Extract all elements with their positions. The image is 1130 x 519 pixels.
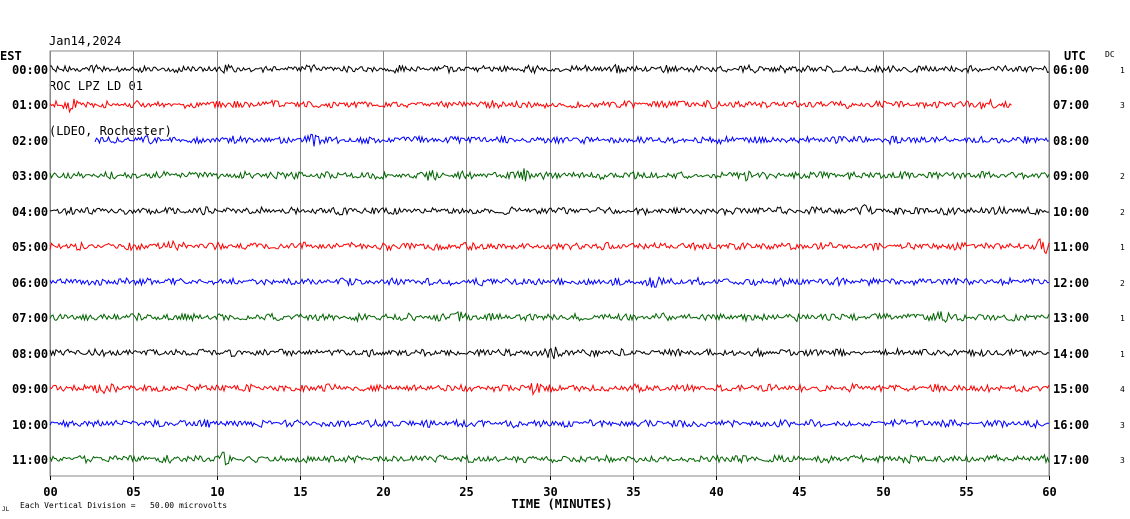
row-dc-offset: 3 <box>1120 456 1125 465</box>
corner-mark: JL <box>2 506 10 513</box>
row-time-est: 01:00 <box>12 98 48 112</box>
row-time-utc: 10:00 <box>1053 205 1089 219</box>
station-name: ROC LPZ LD 01 <box>49 79 143 93</box>
seismic-trace <box>49 310 1050 324</box>
row-dc-offset: 4 <box>1120 385 1125 394</box>
x-axis-title: TIME (MINUTES) <box>511 497 612 511</box>
row-time-est: 09:00 <box>12 382 48 396</box>
seismic-trace <box>50 63 1050 75</box>
row-dc-offset: 3 <box>1120 101 1125 110</box>
row-time-utc: 08:00 <box>1053 134 1089 148</box>
row-time-est: 11:00 <box>12 453 48 467</box>
row-time-est: 02:00 <box>12 134 48 148</box>
seismic-trace <box>49 275 1049 288</box>
right-timezone-label: UTC <box>1064 49 1086 63</box>
row-time-est: 06:00 <box>12 276 48 290</box>
row-dc-offset: 2 <box>1120 208 1125 217</box>
x-tick-label: 55 <box>959 485 973 499</box>
seismic-trace <box>49 204 1050 217</box>
row-time-est: 08:00 <box>12 347 48 361</box>
left-timezone-label: EST <box>0 49 22 63</box>
x-tick-label: 40 <box>709 485 723 499</box>
plot-date: Jan14,2024 <box>49 34 122 48</box>
x-tick-label: 30 <box>543 485 557 499</box>
row-dc-offset: 1 <box>1120 66 1125 75</box>
row-time-est: 03:00 <box>12 169 48 183</box>
seismic-trace <box>94 133 1050 147</box>
row-dc-offset: 2 <box>1120 279 1125 288</box>
row-time-est: 05:00 <box>12 240 48 254</box>
x-tick-label: 10 <box>210 485 224 499</box>
x-tick-label: 05 <box>126 485 140 499</box>
row-time-est: 10:00 <box>12 418 48 432</box>
row-time-utc: 06:00 <box>1053 63 1089 77</box>
x-tick-label: 35 <box>626 485 640 499</box>
row-time-utc: 12:00 <box>1053 276 1089 290</box>
row-time-utc: 15:00 <box>1053 382 1089 396</box>
seismic-trace <box>49 346 1050 360</box>
x-tick-label: 20 <box>376 485 390 499</box>
row-time-utc: 17:00 <box>1053 453 1089 467</box>
seismic-trace <box>49 237 1050 255</box>
plot-frame <box>49 50 1050 477</box>
row-time-utc: 13:00 <box>1053 311 1089 325</box>
row-time-est: 07:00 <box>12 311 48 325</box>
seismic-trace <box>49 451 1050 466</box>
x-tick-label: 25 <box>459 485 473 499</box>
grid <box>49 50 1050 480</box>
row-dc-offset: 2 <box>1120 172 1125 181</box>
row-time-est: 04:00 <box>12 205 48 219</box>
plot-header: Jan14,2024 ROC LPZ LD 01 (LDEO, Rocheste… <box>49 4 172 154</box>
seismic-traces <box>49 63 1050 466</box>
seismic-trace <box>49 382 1050 397</box>
row-dc-offset: 3 <box>1120 421 1125 430</box>
row-dc-offset: 1 <box>1120 350 1125 359</box>
seismic-trace <box>49 418 1050 430</box>
axis-labels: EST UTC DC TIME (MINUTES) JL Each Vertic… <box>0 49 1125 513</box>
x-tick-label: 45 <box>792 485 806 499</box>
row-dc-offset: 1 <box>1120 314 1125 323</box>
dc-column-label: DC <box>1105 50 1115 59</box>
seismic-trace <box>49 168 1050 182</box>
row-time-utc: 09:00 <box>1053 169 1089 183</box>
row-time-utc: 14:00 <box>1053 347 1089 361</box>
x-tick-label: 00 <box>43 485 57 499</box>
scale-note: Each Vertical Division = 50.00 microvolt… <box>20 501 227 510</box>
row-time-utc: 16:00 <box>1053 418 1089 432</box>
station-location: (LDEO, Rochester) <box>49 124 172 138</box>
row-time-utc: 11:00 <box>1053 240 1089 254</box>
row-dc-offset: 1 <box>1120 243 1125 252</box>
x-tick-label: 50 <box>876 485 890 499</box>
x-tick-label: 15 <box>293 485 307 499</box>
x-tick-label: 60 <box>1042 485 1056 499</box>
seismic-trace <box>49 98 1012 114</box>
row-time-est: 00:00 <box>12 63 48 77</box>
row-time-utc: 07:00 <box>1053 98 1089 112</box>
